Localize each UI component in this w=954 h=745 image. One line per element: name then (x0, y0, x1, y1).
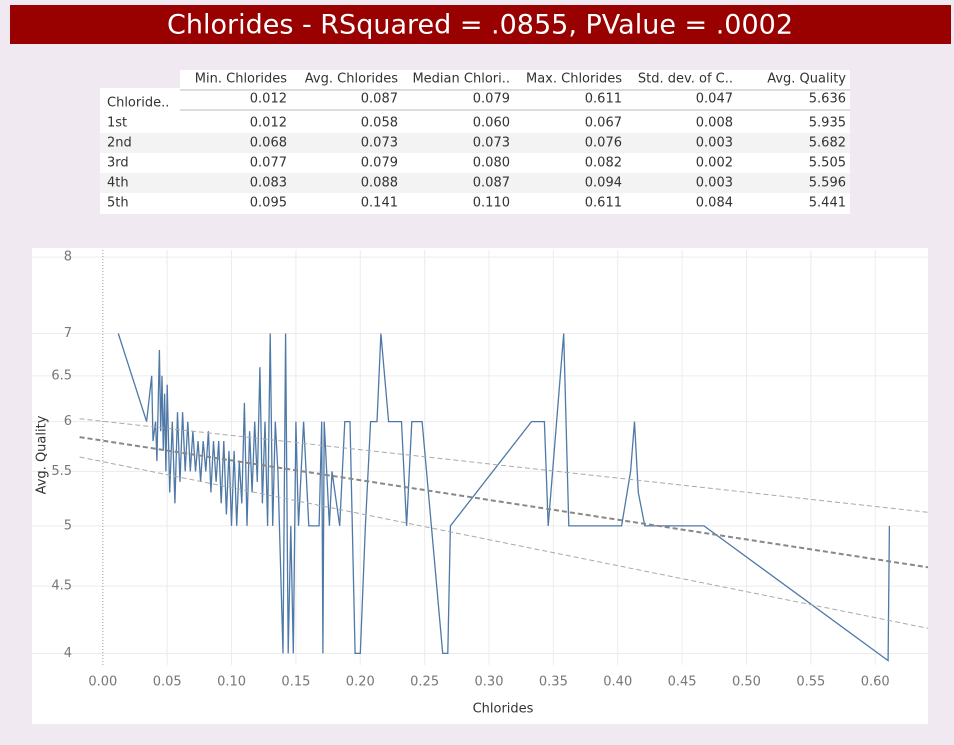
trend-line (79, 456, 928, 629)
x-tick-label: 0.60 (861, 675, 890, 690)
y-tick-label: 6.5 (51, 368, 72, 383)
table: Min. Chlorides Avg. Chlorides Median Chlor… (100, 72, 850, 211)
total-cell: 0.087 (361, 92, 398, 107)
cell: 5.441 (809, 196, 846, 211)
x-tick-label: 0.35 (539, 675, 568, 690)
cell: 0.094 (585, 176, 622, 191)
x-tick-label: 0.30 (475, 675, 504, 690)
plot: 4 4.5 5 5.5 6 6.5 7 8 0.00 0.05 0.10 0.15 0.20 0.25 0.… (32, 250, 928, 690)
cell: 0.141 (361, 196, 398, 211)
cell: 0.077 (250, 156, 287, 171)
cell: 0.088 (361, 176, 398, 191)
row-band (100, 173, 850, 193)
x-axis-title: Chlorides (473, 702, 534, 717)
x-tick-label: 0.25 (410, 675, 439, 690)
cell: 0.067 (585, 116, 622, 131)
y-tick-label: 4.5 (51, 579, 72, 594)
total-cell: 0.047 (696, 92, 733, 107)
cell: 0.012 (250, 116, 287, 131)
y-tick-label: 8 (64, 250, 72, 265)
cell: 0.073 (473, 136, 510, 151)
cell: 0.095 (250, 196, 287, 211)
cell: 5.682 (809, 136, 846, 151)
y-tick-label: 4 (64, 646, 72, 661)
x-tick-label: 0.40 (603, 675, 632, 690)
cell: 5.935 (809, 116, 846, 131)
cell: 0.076 (585, 136, 622, 151)
column-header: Max. Chlorides (526, 72, 622, 87)
cell: 0.083 (250, 176, 287, 191)
y-tick-label: 5 (64, 518, 72, 533)
title-bar (10, 5, 951, 44)
cell: 0.003 (696, 176, 733, 191)
table-header-bg (180, 70, 850, 88)
cell: 0.008 (696, 116, 733, 131)
y-tick-label: 5.5 (51, 464, 72, 479)
y-tick-label: 6 (64, 414, 72, 429)
x-tick-label: 0.05 (153, 675, 182, 690)
cell: 5.596 (809, 176, 846, 191)
row-label: 4th (107, 176, 129, 191)
row-band (100, 133, 850, 153)
row-label: 5th (107, 196, 129, 211)
cell: 0.079 (361, 156, 398, 171)
row-label: 1st (107, 116, 127, 131)
column-header: Avg. Chlorides (305, 72, 398, 87)
cell: 0.003 (696, 136, 733, 151)
trend-line (79, 418, 928, 513)
cell: 5.505 (809, 156, 846, 171)
x-tick-label: 0.50 (732, 675, 761, 690)
data-line (117, 333, 891, 662)
cell: 0.058 (361, 116, 398, 131)
cell: 0.068 (250, 136, 287, 151)
column-header: Min. Chlorides (195, 72, 287, 87)
cell: 0.611 (585, 196, 622, 211)
x-tick-label: 0.45 (668, 675, 697, 690)
x-tick-label: 0.20 (346, 675, 375, 690)
x-tick-label: 0.15 (281, 675, 310, 690)
total-cell: 0.611 (585, 92, 622, 107)
total-cell: 5.636 (809, 92, 846, 107)
total-cell: 0.012 (250, 92, 287, 107)
column-header: Avg. Quality (767, 72, 846, 87)
total-cell: 0.079 (473, 92, 510, 107)
trend-line (79, 436, 928, 569)
y-tick-label: 7 (64, 326, 72, 341)
cell: 0.060 (473, 116, 510, 131)
row-header: Chloride.. (107, 96, 169, 111)
cell: 0.087 (473, 176, 510, 191)
cell: 0.084 (696, 196, 733, 211)
plot-panel (32, 248, 928, 724)
column-header: Median Chlori.. (412, 72, 510, 87)
row-label: 2nd (107, 136, 132, 151)
cell: 0.082 (585, 156, 622, 171)
x-tick-label: 0.00 (88, 675, 117, 690)
x-tick-label: 0.55 (796, 675, 825, 690)
row-label: 3rd (107, 156, 129, 171)
column-header: Std. dev. of C.. (638, 72, 733, 87)
x-tick-label: 0.10 (217, 675, 246, 690)
dashboard-title: Chlorides - RSquared = .0855, PValue = .… (167, 10, 793, 41)
cell: 0.110 (473, 196, 510, 211)
cell: 0.002 (696, 156, 733, 171)
cell: 0.073 (361, 136, 398, 151)
cell: 0.080 (473, 156, 510, 171)
y-axis-title: Avg. Quality (35, 415, 50, 494)
